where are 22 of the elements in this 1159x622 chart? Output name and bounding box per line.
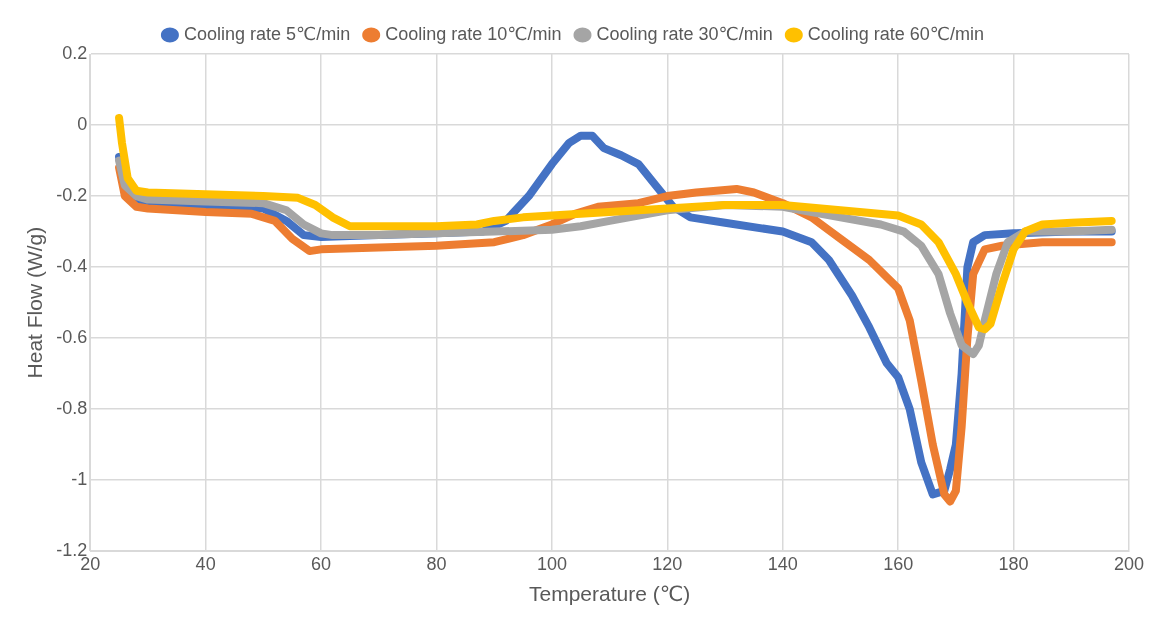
x-tick-label: 160: [883, 553, 914, 574]
y-tick-label: -0.4: [56, 256, 88, 277]
y-tick-label: -0.6: [56, 327, 88, 348]
y-tick-label: 0: [77, 114, 88, 134]
y-tick-label: 0.2: [62, 42, 88, 63]
y-axis-title: Heat Flow (W/g): [23, 226, 47, 379]
legend-label: Cooling rate 60℃/min: [807, 23, 985, 44]
x-axis-title: Temperature (℃): [528, 582, 691, 606]
x-tick-label: 100: [536, 553, 567, 574]
x-tick-label: 60: [311, 553, 332, 574]
x-tick-label: 40: [195, 553, 216, 574]
y-tick-label: -0.8: [56, 398, 88, 419]
x-tick-label: 80: [426, 553, 447, 574]
legend-label: Cooling rate 30℃/min: [596, 23, 773, 44]
x-tick-label: 140: [767, 553, 798, 574]
y-tick-label: -0.2: [56, 185, 88, 206]
legend-label: Cooling rate 5℃/min: [183, 23, 351, 44]
x-tick-label: 200: [1113, 553, 1145, 574]
legend-label: Cooling rate 10℃/min: [385, 23, 562, 44]
x-tick-label: 180: [998, 553, 1029, 574]
y-tick-label: -1: [71, 469, 88, 490]
x-tick-label: 120: [652, 553, 683, 574]
